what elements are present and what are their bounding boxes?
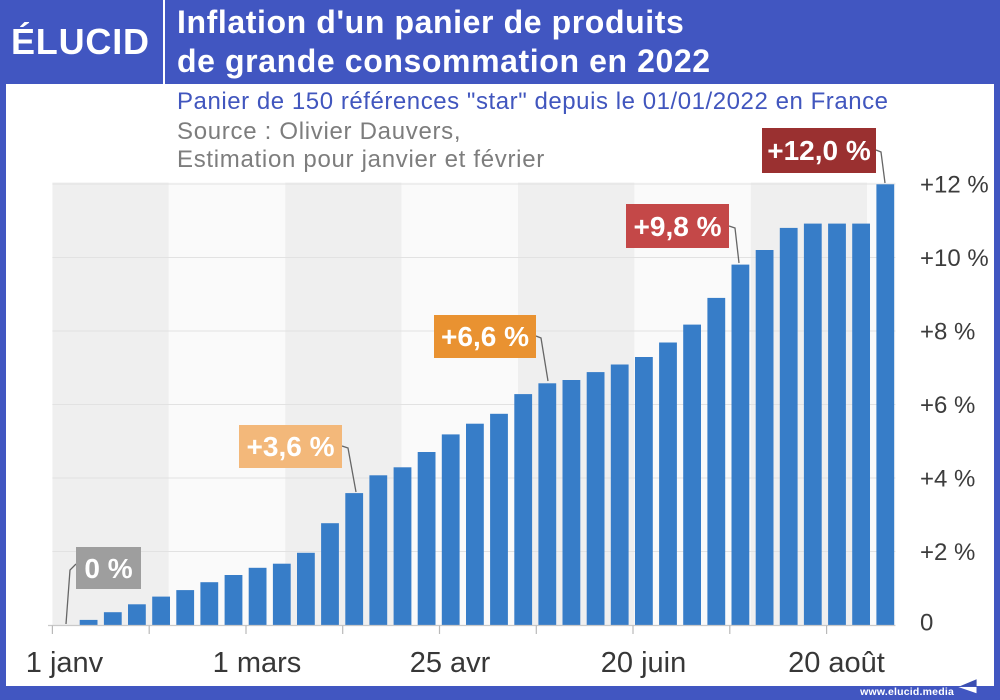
svg-text:+9,8 %: +9,8 %: [634, 211, 722, 242]
svg-text:+10 %: +10 %: [920, 245, 989, 272]
svg-text:25 avr: 25 avr: [410, 647, 491, 679]
svg-text:+6,6 %: +6,6 %: [441, 321, 529, 352]
svg-text:1 janv: 1 janv: [26, 647, 104, 679]
svg-text:+12,0 %: +12,0 %: [767, 135, 871, 166]
svg-text:+8 %: +8 %: [920, 319, 975, 346]
svg-text:+3,6 %: +3,6 %: [247, 431, 335, 462]
svg-text:0 %: 0 %: [84, 553, 132, 584]
svg-text:+4 %: +4 %: [920, 466, 975, 493]
svg-text:+12 %: +12 %: [920, 172, 989, 199]
svg-text:+6 %: +6 %: [920, 392, 975, 419]
svg-text:+2 %: +2 %: [920, 539, 975, 566]
svg-text:20 août: 20 août: [788, 647, 885, 679]
svg-text:1 mars: 1 mars: [213, 647, 302, 679]
svg-text:20 juin: 20 juin: [601, 647, 686, 679]
svg-text:0: 0: [920, 610, 933, 637]
